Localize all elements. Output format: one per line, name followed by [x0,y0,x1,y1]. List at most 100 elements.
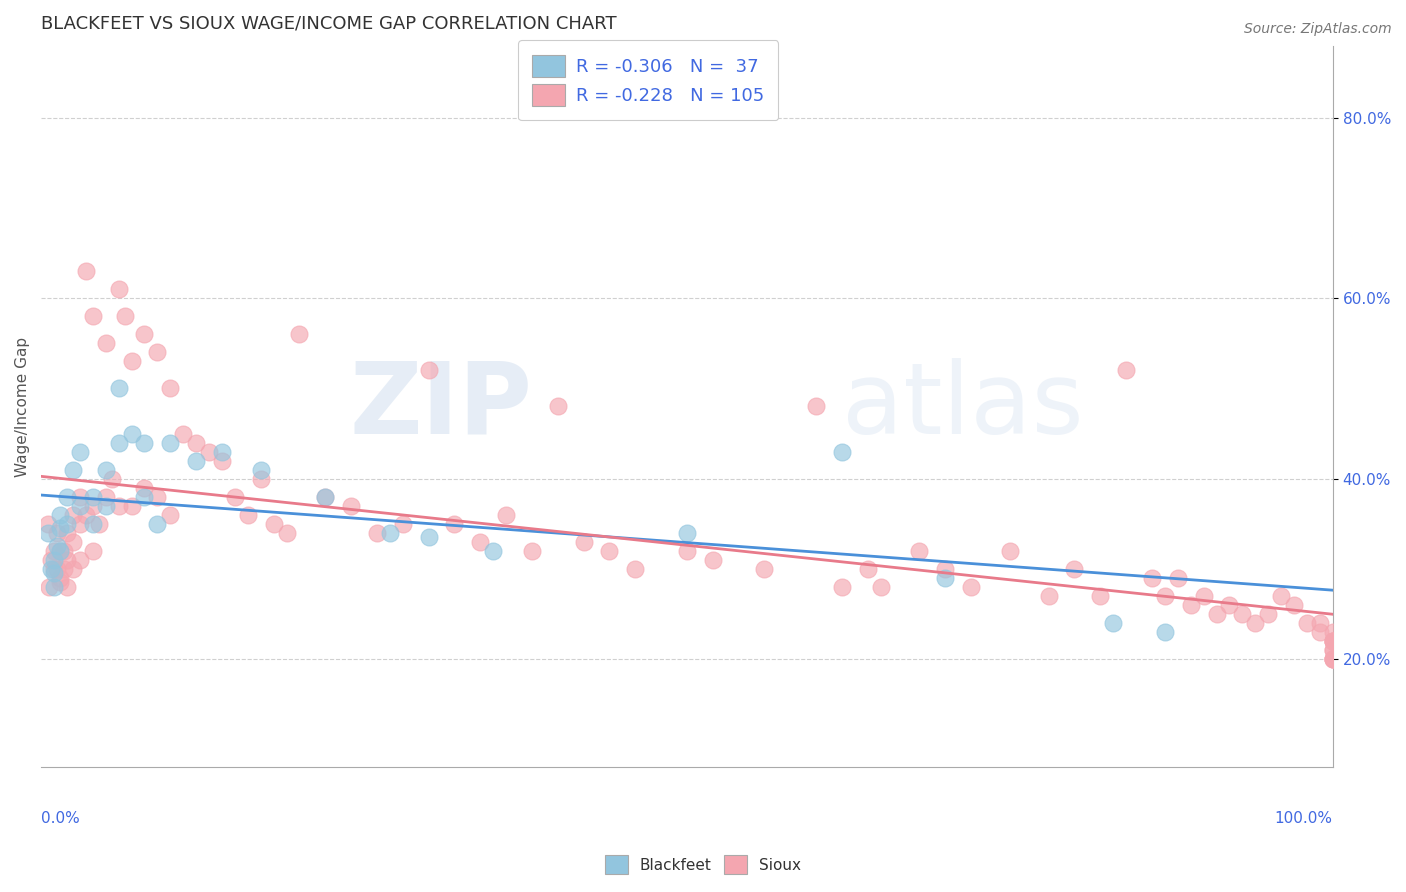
Point [41,553,63,567]
Point [82,490,104,504]
Point [121,499,143,513]
Point [49,543,72,558]
Point [56,553,79,567]
Point [134,490,156,504]
Point [94,462,117,476]
Point [53,562,76,576]
Point [366,525,388,540]
Point [1232,607,1254,621]
Point [37,516,59,531]
Text: BLACKFEET VS SIOUX WAGE/INCOME GAP CORRELATION CHART: BLACKFEET VS SIOUX WAGE/INCOME GAP CORRE… [41,15,617,33]
Point [101,472,124,486]
Point [107,499,129,513]
Point [1038,589,1060,603]
Point [1063,562,1085,576]
Text: atlas: atlas [842,358,1084,455]
Point [1192,589,1215,603]
Point [934,562,956,576]
Point [276,525,298,540]
Point [94,336,117,351]
Point [236,508,259,522]
Text: ZIP: ZIP [349,358,531,455]
Point [1322,634,1344,648]
Text: 100.0%: 100.0% [1275,811,1333,826]
Point [134,435,156,450]
Point [121,426,143,441]
Point [1322,652,1344,666]
Point [89,516,111,531]
Point [1322,652,1344,666]
Point [224,490,246,504]
Point [482,543,505,558]
Point [1322,634,1344,648]
Point [69,553,91,567]
Text: 0.0%: 0.0% [41,811,80,826]
Point [42,566,65,581]
Point [134,481,156,495]
Point [49,521,72,535]
Point [49,571,72,585]
Point [1153,624,1175,639]
Point [1282,598,1305,612]
Point [62,534,84,549]
Point [1218,598,1240,612]
Point [676,543,699,558]
Point [1270,589,1292,603]
Point [69,499,91,513]
Point [146,516,169,531]
Point [934,571,956,585]
Point [1090,589,1112,603]
Point [94,490,117,504]
Point [314,490,336,504]
Point [42,553,65,567]
Point [49,543,72,558]
Point [998,543,1021,558]
Point [56,580,79,594]
Point [1322,634,1344,648]
Point [107,435,129,450]
Point [908,543,931,558]
Point [211,453,233,467]
Point [598,543,620,558]
Point [418,530,440,544]
Point [172,426,194,441]
Point [1309,624,1331,639]
Point [45,539,67,553]
Text: Source: ZipAtlas.com: Source: ZipAtlas.com [1244,22,1392,37]
Point [42,562,65,576]
Point [82,499,104,513]
Point [1257,607,1279,621]
Point [1244,615,1267,630]
Point [107,282,129,296]
Point [211,444,233,458]
Point [676,525,699,540]
Y-axis label: Wage/Income Gap: Wage/Income Gap [15,336,30,476]
Point [82,516,104,531]
Point [159,435,181,450]
Point [146,345,169,359]
Point [1205,607,1227,621]
Point [107,381,129,395]
Point [82,310,104,324]
Point [418,363,440,377]
Point [1322,634,1344,648]
Point [62,562,84,576]
Point [754,562,776,576]
Point [94,499,117,513]
Legend: R = -0.306   N =  37, R = -0.228   N = 105: R = -0.306 N = 37, R = -0.228 N = 105 [517,40,779,120]
Point [121,354,143,368]
Point [314,490,336,504]
Point [1167,571,1189,585]
Point [288,327,311,342]
Point [1322,643,1344,657]
Point [702,553,724,567]
Point [869,580,891,594]
Point [159,508,181,522]
Point [1180,598,1202,612]
Point [53,543,76,558]
Point [45,562,67,576]
Point [572,534,595,549]
Point [134,327,156,342]
Point [831,580,853,594]
Point [62,462,84,476]
